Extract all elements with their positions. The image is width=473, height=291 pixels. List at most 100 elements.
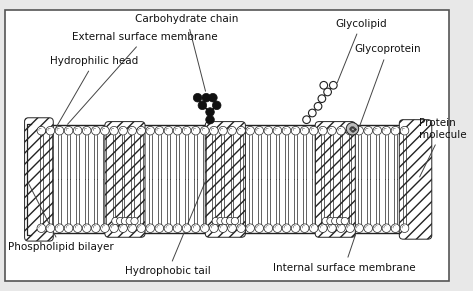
Circle shape [364,126,373,135]
Circle shape [37,224,45,233]
Circle shape [237,126,245,135]
Text: Hydrophilic head: Hydrophilic head [51,56,139,128]
Circle shape [373,126,382,135]
Circle shape [146,224,155,233]
Circle shape [341,217,349,225]
Circle shape [110,126,118,135]
Circle shape [346,224,354,233]
Circle shape [314,102,322,110]
Circle shape [373,224,382,233]
Circle shape [291,224,300,233]
Circle shape [303,116,310,123]
Circle shape [101,224,109,233]
Text: Protein
molecule: Protein molecule [420,118,467,177]
Circle shape [318,224,327,233]
Circle shape [228,126,236,135]
Circle shape [164,224,173,233]
Circle shape [210,126,218,135]
Circle shape [264,224,272,233]
Text: Internal surface membrane: Internal surface membrane [273,235,416,273]
Circle shape [217,217,224,225]
Circle shape [116,217,124,225]
Circle shape [73,126,82,135]
Circle shape [324,88,332,96]
Circle shape [119,126,127,135]
Circle shape [364,224,373,233]
Circle shape [131,217,138,225]
Circle shape [291,126,300,135]
Circle shape [182,224,191,233]
Text: Phospholipid bilayer: Phospholipid bilayer [9,182,114,252]
Circle shape [355,126,363,135]
Circle shape [282,126,291,135]
Circle shape [308,109,316,117]
Circle shape [212,217,219,225]
Circle shape [82,126,91,135]
Circle shape [309,126,318,135]
Circle shape [192,224,200,233]
Circle shape [146,126,155,135]
Circle shape [222,217,229,225]
Circle shape [64,224,73,233]
Circle shape [237,224,245,233]
Text: Glycolipid: Glycolipid [335,19,387,83]
Circle shape [264,126,272,135]
Circle shape [391,224,400,233]
Circle shape [273,126,282,135]
Circle shape [391,126,400,135]
Circle shape [192,126,200,135]
Circle shape [64,126,73,135]
Circle shape [182,126,191,135]
Circle shape [209,93,217,102]
Circle shape [328,126,336,135]
Circle shape [328,224,336,233]
Circle shape [322,217,329,225]
Circle shape [336,217,344,225]
Circle shape [164,126,173,135]
Circle shape [137,126,146,135]
Circle shape [382,224,391,233]
Circle shape [155,224,164,233]
Circle shape [255,126,263,135]
Circle shape [173,224,182,233]
Circle shape [382,126,391,135]
Circle shape [337,224,345,233]
Circle shape [173,126,182,135]
Circle shape [55,126,64,135]
Circle shape [37,126,45,135]
Circle shape [346,126,354,135]
Circle shape [320,81,328,89]
Circle shape [337,126,345,135]
Circle shape [91,126,100,135]
Circle shape [255,224,263,233]
Circle shape [309,224,318,233]
Circle shape [327,217,334,225]
Circle shape [227,217,234,225]
Circle shape [82,224,91,233]
Circle shape [193,93,202,102]
Circle shape [202,93,210,102]
Circle shape [126,217,133,225]
Circle shape [346,123,359,135]
Circle shape [400,126,409,135]
Circle shape [201,224,209,233]
Circle shape [300,224,309,233]
Circle shape [91,224,100,233]
Circle shape [128,224,136,233]
FancyBboxPatch shape [37,125,413,233]
Circle shape [46,126,55,135]
Circle shape [246,126,254,135]
Text: Carbohydrate chain: Carbohydrate chain [135,14,239,91]
Circle shape [110,224,118,233]
Circle shape [318,95,326,102]
Circle shape [206,108,214,116]
Circle shape [55,224,64,233]
Circle shape [355,224,363,233]
Text: Hydrophobic tail: Hydrophobic tail [125,182,211,276]
Circle shape [228,224,236,233]
Circle shape [400,224,409,233]
Circle shape [300,126,309,135]
Text: Glycoprotein: Glycoprotein [354,45,421,126]
FancyBboxPatch shape [205,122,245,237]
Circle shape [332,217,339,225]
